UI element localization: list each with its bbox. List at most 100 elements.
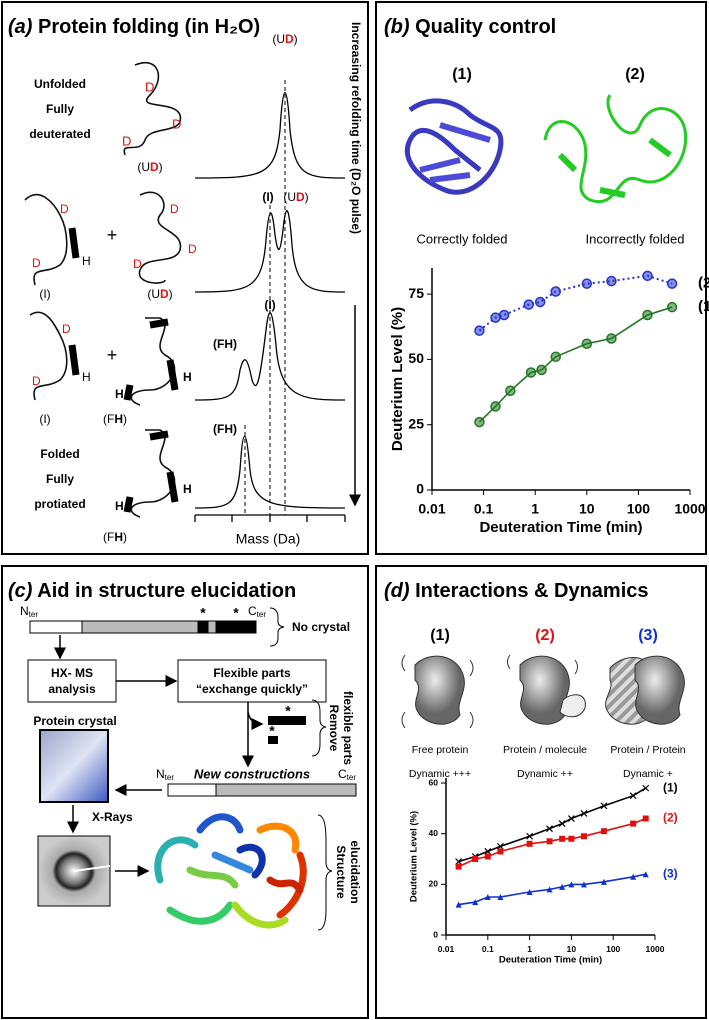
atom-label: D [62,322,71,336]
y-tick-label: 20 [429,879,439,889]
x-tick-label: 10 [567,944,577,954]
helix [170,472,175,502]
point [497,848,503,854]
protein-blob [635,656,684,724]
series-line [459,874,646,904]
x-tick-label: 1 [531,501,539,517]
box-text: “exchange quickly” [196,682,308,696]
helix [150,322,168,325]
star: * [200,605,206,621]
species: (UD) [137,160,162,174]
species: (FH) [103,530,127,544]
species-part: ) [233,337,237,351]
y-tick-label: 75 [408,285,424,301]
species-part: ) [169,287,173,301]
species-part: D [150,160,159,174]
series-label: (2) [663,811,678,825]
species-part: D [285,32,294,46]
term-sub: ter [165,773,175,782]
y-tick-label: 60 [429,777,439,787]
species: (I) [39,412,50,426]
row-label: protiated [34,497,85,511]
term-main: C [338,767,347,781]
point [527,841,533,847]
x-axis-label: Deuteration Time (min) [499,955,602,966]
panel-label: (a) [8,16,33,38]
x-axis-label: Deuteration Time (min) [479,519,642,536]
point [536,297,545,306]
item-name: Protein / molecule [503,744,587,756]
caption: Incorrectly folded [586,231,685,246]
species-part: (F [213,337,224,351]
term-sub: ter [257,610,267,619]
point [551,352,560,361]
crystal-image [40,730,108,802]
species-part: (U [147,287,160,301]
term-sub: ter [29,610,39,619]
atom-label: H [82,254,91,268]
atom-label: D [172,116,181,131]
y-axis-label: Deuterium Level (%) [409,811,420,902]
species-part: ) [305,190,309,204]
peak-label: (I) [262,190,273,204]
point [491,313,500,322]
x-tick-label: 0.1 [474,501,494,517]
sequence-bar [30,621,256,633]
panel-b: (b) Quality control (1) (2) Correctly fo… [376,2,706,554]
species: (UD) [147,287,172,301]
peak-label: (FH) [213,337,237,351]
note: X-Rays [92,810,133,824]
atom-label: D [122,133,131,148]
species-part: D [296,190,305,204]
atom-label: D [145,79,154,94]
species-part: (F [103,530,114,544]
point [527,368,536,377]
item-number: (2) [625,66,645,83]
point [475,418,484,427]
point [643,271,652,280]
figure: (a) Protein folding (in H₂O) Unfolded Fu… [0,0,709,1020]
species-part: (F [213,422,224,436]
atom-label: H [115,387,124,401]
brace [270,608,284,646]
y-tick-label: 50 [408,350,424,366]
protein-blob [415,656,464,724]
row-label: Folded [40,447,79,461]
species-part: ) [294,32,298,46]
x-tick-label: 0.01 [418,501,445,517]
note: Remove [327,705,341,752]
item-number: (1) [452,66,472,83]
y-axis-label: Deuterium Level (%) [389,307,406,451]
new-bar [168,784,356,796]
row-label: Unfolded [34,77,86,91]
panel-label: (d) [384,580,410,602]
point [582,339,591,348]
note: New constructions [194,766,310,781]
point [547,838,553,844]
x-tick-label: 1000 [646,944,665,954]
species-part: (F [103,412,114,426]
caption: Correctly folded [416,231,507,246]
peak-label: (UD) [272,32,297,46]
brace [318,815,332,930]
point [643,785,649,791]
series-label: (1) [663,780,678,794]
series-label: (3) [663,866,678,880]
point [668,303,677,312]
folded-protein [407,101,501,192]
species: (I) [39,287,50,301]
point [491,402,500,411]
helix [72,345,76,375]
point [643,311,652,320]
terminus: Nter [20,604,38,619]
series-line [479,307,672,422]
atom-label: D [188,242,197,256]
note: No crystal [292,620,350,634]
series-label: (2) [698,275,709,292]
axis-label: Mass (Da) [236,531,301,547]
terminus: Nter [156,767,174,782]
x-tick-label: 1000 [674,501,705,517]
point [582,279,591,288]
species-part: (U [283,190,296,204]
